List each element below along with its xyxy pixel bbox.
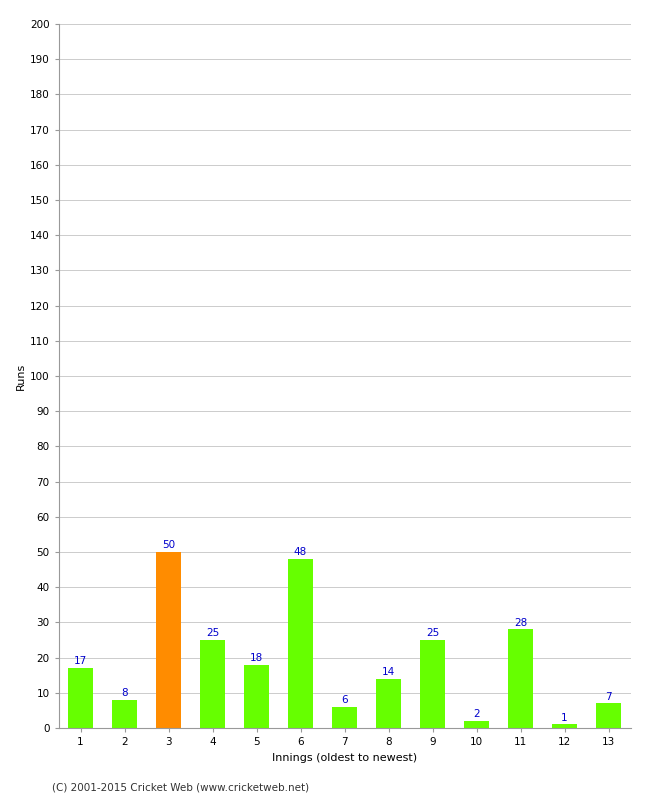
Bar: [421, 640, 445, 728]
Text: (C) 2001-2015 Cricket Web (www.cricketweb.net): (C) 2001-2015 Cricket Web (www.cricketwe…: [52, 782, 309, 792]
Text: 1: 1: [561, 713, 568, 722]
Text: 6: 6: [341, 695, 348, 705]
X-axis label: Innings (oldest to newest): Innings (oldest to newest): [272, 753, 417, 762]
Text: 50: 50: [162, 540, 175, 550]
Bar: [157, 552, 181, 728]
Bar: [464, 721, 489, 728]
Bar: [244, 665, 268, 728]
Bar: [200, 640, 225, 728]
Text: 8: 8: [121, 688, 128, 698]
Bar: [552, 725, 577, 728]
Text: 18: 18: [250, 653, 263, 663]
Bar: [68, 668, 92, 728]
Text: 2: 2: [473, 710, 480, 719]
Y-axis label: Runs: Runs: [16, 362, 25, 390]
Bar: [112, 700, 136, 728]
Text: 14: 14: [382, 667, 395, 677]
Text: 28: 28: [514, 618, 527, 628]
Text: 17: 17: [74, 656, 87, 666]
Text: 48: 48: [294, 547, 307, 558]
Text: 25: 25: [426, 628, 439, 638]
Bar: [332, 707, 357, 728]
Text: 25: 25: [206, 628, 219, 638]
Text: 7: 7: [605, 691, 612, 702]
Bar: [597, 703, 621, 728]
Bar: [508, 630, 532, 728]
Bar: [289, 559, 313, 728]
Bar: [376, 678, 400, 728]
